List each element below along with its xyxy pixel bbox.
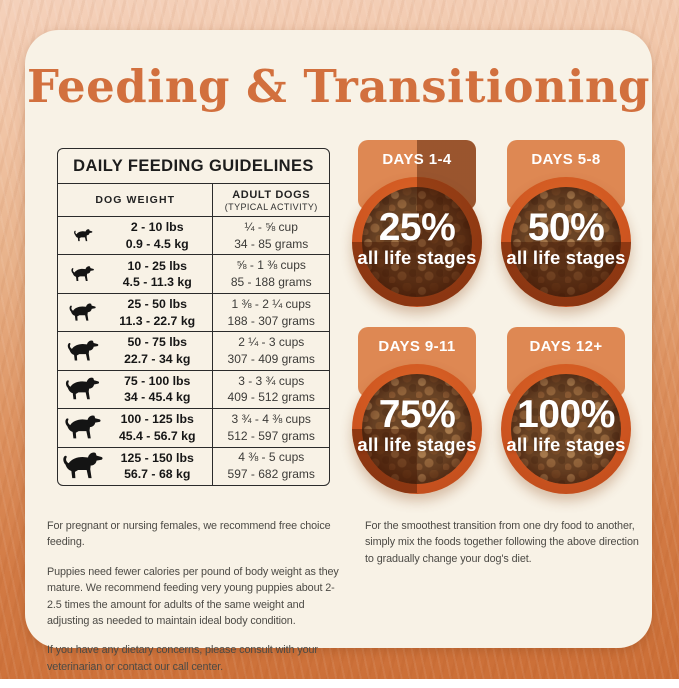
table-row: 75 - 100 lbs 34 - 45.4 kg 3 - 3 ¾ cups 40… [58,370,329,410]
mix-shade-overlay [501,177,631,306]
dog-icon [70,266,96,282]
life-stages-label: all life stages [357,247,477,268]
column-header-dog-weight: DOG WEIGHT [95,194,176,206]
transition-tile-days-12plus: DAYS 12+ 100% all life stages [497,327,635,494]
weight-cell: 25 - 50 lbs 11.3 - 22.7 kg [119,296,196,328]
table-row: 50 - 75 lbs 22.7 - 34 kg 2 ¼ - 3 cups 307… [58,332,329,371]
days-label: DAYS 12+ [529,338,603,355]
transition-tile-days-5-8: DAYS 5-8 50% all life stages [497,140,635,307]
days-label: DAYS 5-8 [531,151,601,168]
table-row: 100 - 125 lbs 45.4 - 56.7 kg 3 ¾ - 4 ⅜ cu… [58,409,329,448]
transition-grid: DAYS 1-4 25% all life stages DAYS 5-8 50… [348,140,635,494]
feeding-notes: For pregnant or nursing females, we reco… [47,518,347,688]
dog-icon [68,303,98,322]
transition-note: For the smoothest transition from one dr… [365,518,643,580]
table-header-row: DOG WEIGHT ADULT DOGS (TYPICAL ACTIVITY) [58,184,329,217]
weight-cell: 75 - 100 lbs 34 - 45.4 kg [124,373,191,405]
kibble-texture [511,374,621,484]
note-puppies: Puppies need fewer calories per pound of… [47,565,339,628]
feeding-guidelines-table: DAILY FEEDING GUIDELINES DOG WEIGHT ADUL… [57,148,330,486]
kibble-texture [362,187,472,297]
note-pregnant-nursing: For pregnant or nursing females, we reco… [47,520,331,549]
table-row: 25 - 50 lbs 11.3 - 22.7 kg 1 ⅜ - 2 ¼ cups… [58,293,329,333]
table-title: DAILY FEEDING GUIDELINES [58,149,329,184]
percent-label: 100% [517,393,615,436]
note-transition: For the smoothest transition from one dr… [365,520,639,565]
life-stages-label: all life stages [506,434,626,455]
page-title: Feeding & Transitioning [26,60,651,113]
weight-cell: 50 - 75 lbs 22.7 - 34 kg [124,335,191,366]
table-row: 2 - 10 lbs 0.9 - 4.5 kg ¼ - ⅝ cup 34 - 85… [58,217,329,256]
life-stages-label: all life stages [506,247,626,268]
transition-tile-days-9-11: DAYS 9-11 75% all life stages [348,327,486,494]
portion-cell: ¼ - ⅝ cup 34 - 85 grams [212,217,329,255]
mix-shade-overlay [352,177,482,306]
adult-dogs-label: ADULT DOGS [232,188,311,201]
weight-cell: 125 - 150 lbs 56.7 - 68 kg [120,450,194,482]
kibble-bowl [501,177,631,307]
mix-shade-overlay [352,364,482,493]
portion-cell: 2 ¼ - 3 cups 307 - 409 grams [212,332,329,370]
transition-tile-days-1-4: DAYS 1-4 25% all life stages [348,140,486,307]
percent-label: 50% [527,206,605,249]
info-panel-card: Feeding & Transitioning DAILY FEEDING GU… [25,30,652,673]
typical-activity-label: (TYPICAL ACTIVITY) [224,201,318,212]
percent-label: 75% [378,393,456,436]
kibble-bowl [501,364,631,494]
table-row: 125 - 150 lbs 56.7 - 68 kg 4 ⅜ - 5 cups 5… [58,447,329,485]
life-stages-label: all life stages [357,434,477,455]
note-dietary-concerns: If you have any dietary concerns, please… [47,644,318,673]
weight-cell: 10 - 25 lbs 4.5 - 11.3 kg [122,258,192,290]
days-label: DAYS 9-11 [378,338,456,355]
days-label: DAYS 1-4 [382,151,452,168]
portion-cell: ⅝ - 1 ⅜ cups 85 - 188 grams [212,255,329,293]
weight-cell: 100 - 125 lbs 45.4 - 56.7 kg [118,412,196,443]
portion-cell: 3 ¾ - 4 ⅜ cups 512 - 597 grams [212,409,329,447]
portion-cell: 3 - 3 ¾ cups 409 - 512 grams [212,370,329,409]
column-header-adult-dogs: ADULT DOGS (TYPICAL ACTIVITY) [212,184,329,216]
dog-icon [64,377,102,401]
mix-shade-overlay [501,364,631,493]
table-row: 10 - 25 lbs 4.5 - 11.3 kg ⅝ - 1 ⅜ cups 85… [58,255,329,294]
kibble-texture [362,374,472,484]
kibble-bowl [352,364,482,494]
portion-cell: 1 ⅜ - 2 ¼ cups 188 - 307 grams [212,293,329,332]
kibble-texture [511,187,621,297]
weight-cell: 2 - 10 lbs 0.9 - 4.5 kg [125,220,189,251]
dog-icon [61,452,106,480]
percent-label: 25% [378,206,456,249]
portion-cell: 4 ⅜ - 5 cups 597 - 682 grams [212,447,329,485]
dog-icon [73,229,94,242]
kibble-bowl [352,177,482,307]
dog-icon [66,340,101,362]
dog-icon [63,415,104,440]
